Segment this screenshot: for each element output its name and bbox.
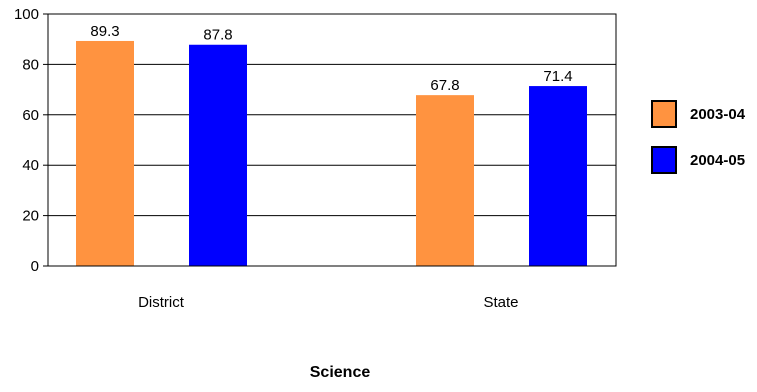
legend-swatch [651,146,677,174]
gridlines [48,63,616,217]
legend-label: 2003-04 [690,106,746,123]
y-tick-label: 0 [31,258,39,275]
y-tick-label: 40 [22,157,39,174]
y-tick-label: 60 [22,107,39,124]
y-tick-label: 80 [22,56,39,73]
legend-label: 2004-05 [690,152,745,169]
data-label: 89.3 [90,23,119,40]
y-tick-label: 20 [22,208,39,225]
y-tick-label: 100 [14,6,39,23]
plot-frame [47,13,617,267]
bar-state-2004-05 [529,86,587,267]
data-label: 67.8 [430,77,459,94]
data-labels: 89.3 67.8 87.8 71.4 [90,23,572,94]
y-axis: 0 20 40 60 80 100 [14,6,48,275]
legend: 2003-04 2004-05 [651,100,746,174]
x-axis: District State [138,294,518,311]
x-tick-label: District [138,294,185,311]
data-label: 71.4 [543,68,572,85]
data-label: 87.8 [203,27,232,44]
x-tick-label: State [483,294,518,311]
plot-border [47,13,617,267]
chart-title: Science [310,364,371,381]
bar-state-2003-04 [416,95,474,266]
legend-swatch [651,100,677,128]
bars [76,40,587,267]
bar-district-2004-05 [189,44,247,266]
bar-district-2003-04 [76,40,134,266]
